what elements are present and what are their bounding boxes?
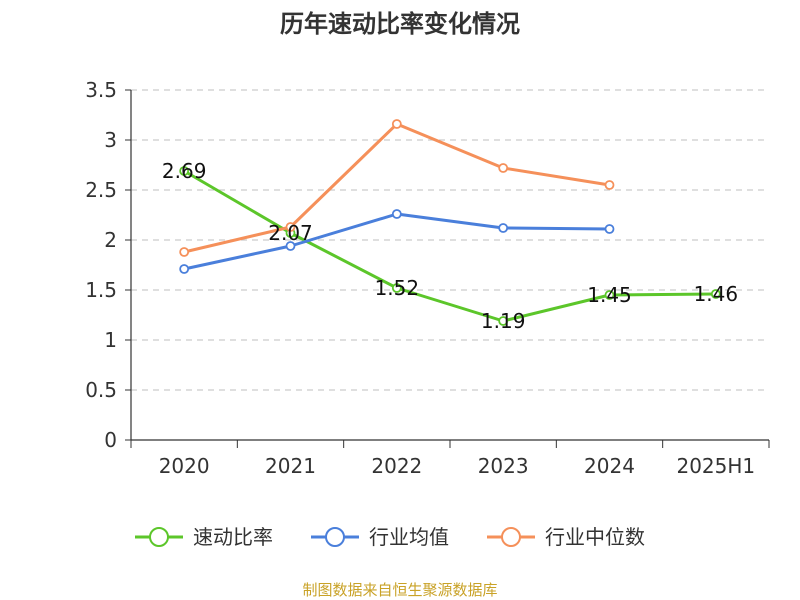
legend-label: 行业中位数 <box>545 525 645 549</box>
legend-item[interactable]: 行业均值 <box>311 525 449 549</box>
data-point[interactable] <box>604 290 615 300</box>
data-point[interactable] <box>710 289 721 299</box>
y-tick-label: 0.5 <box>85 378 117 402</box>
data-point[interactable] <box>498 163 509 173</box>
legend-swatch-marker <box>149 527 169 547</box>
x-tick-label: 2023 <box>478 454 529 478</box>
legend-swatch-marker <box>325 527 345 547</box>
source-note: 制图数据来自恒生聚源数据库 <box>302 581 497 599</box>
x-tick-label: 2022 <box>371 454 422 478</box>
series-line <box>183 212 610 271</box>
data-point[interactable] <box>391 119 402 129</box>
data-point[interactable] <box>498 223 509 233</box>
data-point[interactable] <box>604 180 615 190</box>
data-point[interactable] <box>498 316 509 326</box>
data-point[interactable] <box>604 224 615 234</box>
data-label: 2.07 <box>268 221 313 245</box>
data-point[interactable] <box>179 247 190 257</box>
data-label: 1.46 <box>694 282 739 306</box>
y-tick-label: 2 <box>104 228 117 252</box>
x-tick-label: 2021 <box>265 454 316 478</box>
y-tick-label: 3.5 <box>85 78 117 102</box>
y-tick-label: 2.5 <box>85 178 117 202</box>
y-tick-label: 3 <box>104 128 117 152</box>
series-line <box>183 169 716 323</box>
y-tick-label: 1.5 <box>85 278 117 302</box>
legend-swatch-marker <box>501 527 521 547</box>
legend-label: 速动比率 <box>193 525 273 549</box>
data-label: 1.19 <box>481 309 526 333</box>
x-tick-label: 2024 <box>584 454 635 478</box>
data-point[interactable] <box>285 222 296 232</box>
x-tick-label: 2025H1 <box>676 454 755 478</box>
series-line <box>183 122 610 254</box>
data-label: 2.69 <box>162 159 207 183</box>
data-label: 1.45 <box>587 283 632 307</box>
data-point[interactable] <box>179 166 190 176</box>
series-group: 2.69 2.07 1.52 1.19 1.45 1.46 <box>162 119 739 333</box>
data-label: 1.52 <box>375 276 420 300</box>
legend[interactable]: 速动比率 行业均值 行业中位数 <box>135 525 645 549</box>
legend-label: 行业均值 <box>369 525 449 549</box>
legend-item[interactable]: 行业中位数 <box>487 525 645 549</box>
chart-title: 历年速动比率变化情况 <box>280 10 520 38</box>
data-point[interactable] <box>285 241 296 251</box>
y-tick-label: 1 <box>104 328 117 352</box>
data-point[interactable] <box>179 264 190 274</box>
grid-lines <box>131 89 769 391</box>
data-point[interactable] <box>391 283 402 293</box>
y-tick-label: 0 <box>104 428 117 452</box>
x-tick-label: 2020 <box>159 454 210 478</box>
data-point[interactable] <box>391 209 402 219</box>
legend-item[interactable]: 速动比率 <box>135 525 273 549</box>
